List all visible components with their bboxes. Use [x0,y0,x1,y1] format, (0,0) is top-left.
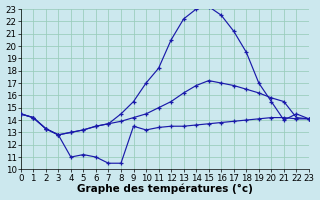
X-axis label: Graphe des températures (°c): Graphe des températures (°c) [77,184,253,194]
